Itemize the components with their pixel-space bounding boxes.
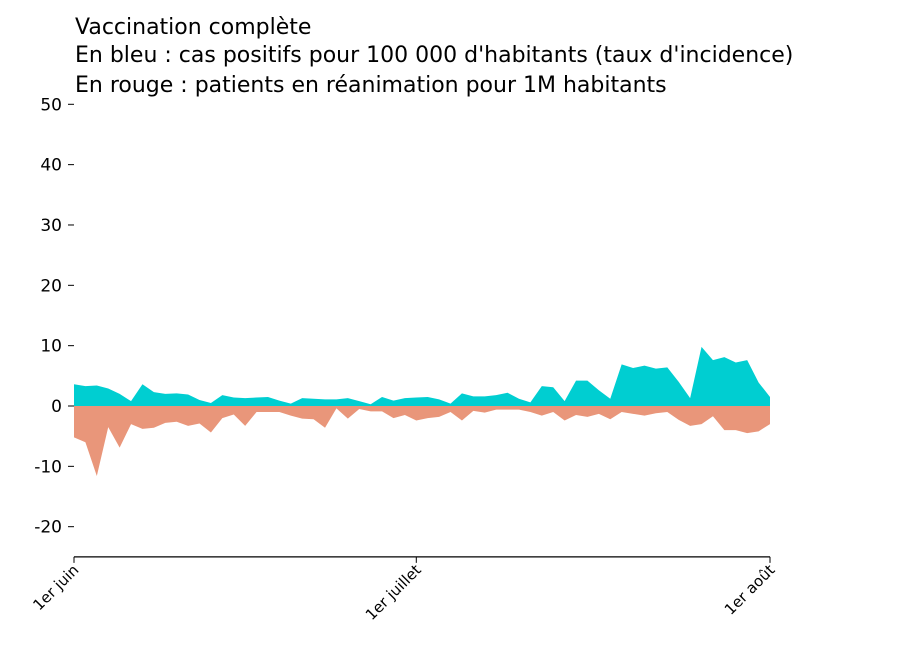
y-tick-label: 0 xyxy=(51,397,62,417)
x-tick-label: 1er juillet xyxy=(362,561,425,624)
x-tick-label: 1er août xyxy=(721,561,779,619)
y-tick-label: 30 xyxy=(40,216,62,236)
chart-title-line-3: En rouge : patients en réanimation pour … xyxy=(75,73,667,98)
y-tick-label: -10 xyxy=(34,457,62,477)
chart-title-line-1: Vaccination complète xyxy=(75,15,311,40)
y-tick-label: 50 xyxy=(40,95,62,115)
chart-title-line-2: En bleu : cas positifs pour 100 000 d'ha… xyxy=(75,43,793,68)
axes-layer: -20 -10 0 10 20 30 40 50 1er juin 1er juillet 1er … xyxy=(29,95,778,624)
area-series-2 xyxy=(74,406,770,476)
y-tick-label: -20 xyxy=(34,518,62,538)
x-tick-label: 1er juin xyxy=(29,561,82,614)
series-layer xyxy=(74,346,770,476)
y-tick-label: 40 xyxy=(40,156,62,176)
y-tick-label: 20 xyxy=(40,276,62,296)
y-tick-label: 10 xyxy=(40,337,62,357)
area-series-1 xyxy=(74,346,770,406)
